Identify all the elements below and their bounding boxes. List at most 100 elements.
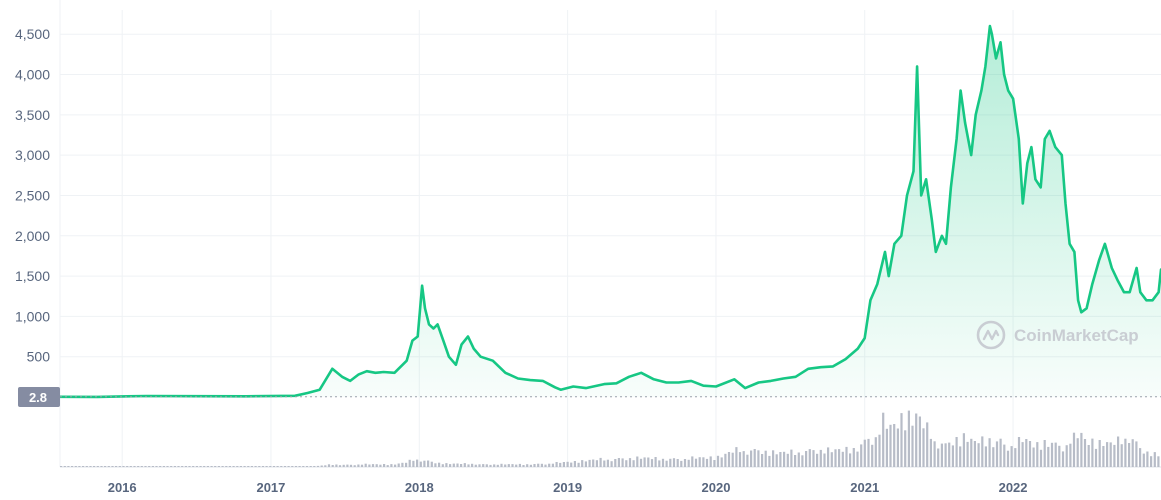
volume-bar — [133, 466, 136, 467]
volume-bar — [830, 452, 833, 467]
volume-bar — [115, 466, 118, 467]
volume-bar — [665, 460, 668, 467]
volume-bar — [305, 466, 309, 467]
volume-bar — [555, 462, 558, 467]
volume-bar — [849, 453, 852, 467]
volume-bar — [511, 464, 514, 467]
volume-bar — [933, 441, 936, 467]
volume-bar — [937, 448, 940, 467]
volume-bar — [383, 464, 386, 467]
volume-bar — [548, 463, 551, 467]
volume-bar — [100, 466, 103, 467]
y-tick-label: 3,000 — [15, 147, 50, 163]
volume-bar — [1006, 450, 1010, 467]
volume-bar — [390, 464, 393, 467]
volume-bar — [838, 449, 841, 467]
volume-bar — [60, 466, 63, 467]
y-tick-label: 1,000 — [15, 308, 50, 324]
volume-bar — [661, 458, 665, 467]
volume-bar — [1065, 445, 1068, 467]
volume-bar — [463, 463, 466, 467]
volume-bar — [783, 451, 786, 467]
volume-bar — [346, 464, 349, 467]
volume-bar — [823, 453, 826, 467]
volume-bar — [724, 453, 727, 467]
volume-bar — [349, 464, 353, 467]
volume-bar — [1050, 442, 1054, 467]
volume-bar — [1106, 442, 1109, 467]
volume-bar — [566, 461, 569, 467]
volume-bar — [1098, 440, 1101, 467]
volume-bar — [1131, 439, 1134, 467]
volume-bar — [742, 451, 745, 467]
volume-bar — [911, 425, 914, 467]
volume-bar — [680, 460, 683, 467]
volume-bar — [445, 463, 448, 467]
volume-bar — [632, 460, 635, 467]
volume-bar — [342, 464, 345, 467]
volume-bar — [460, 464, 463, 467]
volume-bar — [283, 466, 287, 467]
volume-bar — [797, 452, 800, 467]
volume-bar — [1153, 452, 1156, 467]
volume-bar — [1072, 432, 1076, 467]
volume-bar — [592, 459, 595, 467]
x-tick-label: 2022 — [999, 480, 1028, 495]
volume-bar — [430, 461, 433, 467]
volume-bar — [140, 466, 143, 467]
volume-bar — [250, 466, 253, 467]
volume-bar — [456, 463, 459, 467]
volume-bar — [577, 462, 580, 467]
volume-bar — [408, 459, 411, 467]
volume-bar — [1043, 440, 1046, 467]
volume-bar — [309, 466, 312, 467]
volume-bar — [610, 461, 613, 467]
y-axis: 500 1,000 1,500 2,000 2,500 3,000 3,500 4,000 4,… — [15, 26, 50, 365]
volume-bar — [89, 466, 92, 467]
volume-bar — [1080, 432, 1083, 467]
volume-bar — [478, 464, 481, 467]
volume-bar — [544, 464, 547, 467]
volume-bar — [261, 466, 265, 467]
volume-bar — [529, 464, 532, 467]
volume-bar — [232, 466, 235, 467]
volume-bar — [654, 457, 657, 467]
current-price-label: 2.8 — [29, 390, 47, 405]
volume-bar — [67, 466, 70, 467]
volume-bar — [863, 439, 866, 467]
volume-bar — [1014, 448, 1017, 467]
volume-bar — [313, 466, 316, 467]
volume-bar — [761, 454, 764, 467]
volume-bar — [438, 462, 441, 467]
volume-bar — [716, 455, 720, 467]
volume-bar — [687, 459, 690, 467]
volume-bar — [559, 462, 562, 467]
volume-bar — [915, 413, 918, 467]
volume-bar — [772, 450, 775, 467]
volume-bar — [522, 465, 525, 467]
volume-bar — [166, 466, 169, 467]
volume-bar — [320, 465, 323, 467]
volume-bar — [177, 466, 180, 467]
volume-bar — [1025, 439, 1028, 467]
volume-bar — [1069, 443, 1072, 467]
volume-bar — [584, 461, 587, 467]
volume-bar — [192, 466, 195, 467]
volume-bar — [1087, 445, 1090, 467]
volume-bar — [1139, 448, 1142, 467]
volume-bar — [757, 450, 760, 467]
volume-bar — [386, 465, 389, 467]
volume-bar — [1010, 446, 1013, 467]
volume-bar — [159, 466, 162, 467]
volume-bars — [60, 410, 1160, 467]
volume-bar — [860, 444, 863, 467]
volume-bar — [412, 460, 415, 467]
volume-bar — [929, 438, 932, 467]
volume-bar — [500, 463, 503, 467]
volume-bar — [984, 446, 987, 467]
x-tick-label: 2017 — [256, 480, 285, 495]
volume-bar — [948, 442, 951, 467]
volume-bar — [324, 465, 327, 467]
volume-bar — [1109, 442, 1112, 467]
volume-bar — [643, 457, 646, 467]
